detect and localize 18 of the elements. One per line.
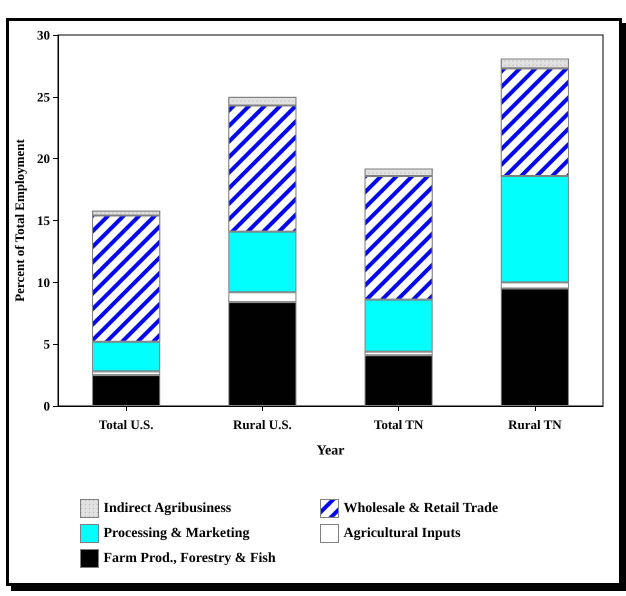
y-tick-label: 15: [37, 213, 50, 228]
y-tick-label: 20: [37, 151, 50, 166]
legend-label: Wholesale & Retail Trade: [344, 501, 498, 516]
y-tick-label: 0: [44, 398, 50, 414]
legend-label: Agricultural Inputs: [344, 526, 462, 541]
x-tick-label: Total TN: [374, 417, 424, 432]
x-tick-label: Rural TN: [508, 417, 562, 432]
x-tick-label: Rural U.S.: [232, 417, 292, 432]
y-tick-label: 5: [44, 336, 50, 352]
legend-label: Indirect Agribusiness: [104, 501, 232, 516]
y-tick-label: 25: [37, 89, 50, 104]
y-tick-label: 10: [37, 274, 50, 290]
y-tick-label: 30: [37, 28, 50, 42]
x-tick-label: Total U.S.: [98, 417, 154, 432]
x-axis-title: Year: [316, 444, 344, 458]
legend-label: Processing & Marketing: [104, 526, 250, 541]
legend-label: Farm Prod., Forestry & Fish: [104, 551, 276, 566]
y-axis-title: Percent of Total Employment: [12, 138, 28, 302]
